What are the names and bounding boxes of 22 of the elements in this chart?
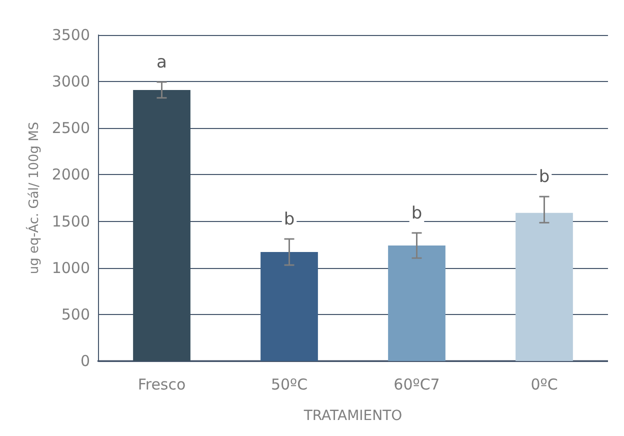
bar (133, 90, 190, 361)
y-tick-label: 3000 (52, 72, 90, 91)
annotation: a (156, 52, 167, 73)
x-tick-label: 60ºC7 (394, 376, 440, 394)
y-tick-label: 2000 (52, 166, 90, 184)
y-tick-label: 3500 (52, 26, 90, 44)
y-tick-label: 1500 (52, 212, 90, 230)
annotation: b (538, 167, 550, 188)
y-tick-label: 1000 (52, 258, 90, 277)
bar (516, 212, 573, 361)
bar (388, 246, 446, 361)
y-tick-label: 2500 (52, 119, 90, 138)
annotation: b (411, 203, 422, 224)
y-axis-title: ug eq-Ác. Gál/ 100g MS (24, 122, 42, 274)
annotation: b (284, 209, 295, 230)
x-tick-label: 0ºC (530, 376, 558, 394)
y-tick-label: 0 (80, 352, 90, 370)
bar (260, 252, 318, 361)
x-tick-label: 50ºC (270, 376, 308, 394)
x-tick-label: Fresco (138, 376, 186, 394)
y-tick-label: 500 (61, 305, 90, 324)
x-axis-title: TRATAMIENTO (302, 408, 402, 424)
